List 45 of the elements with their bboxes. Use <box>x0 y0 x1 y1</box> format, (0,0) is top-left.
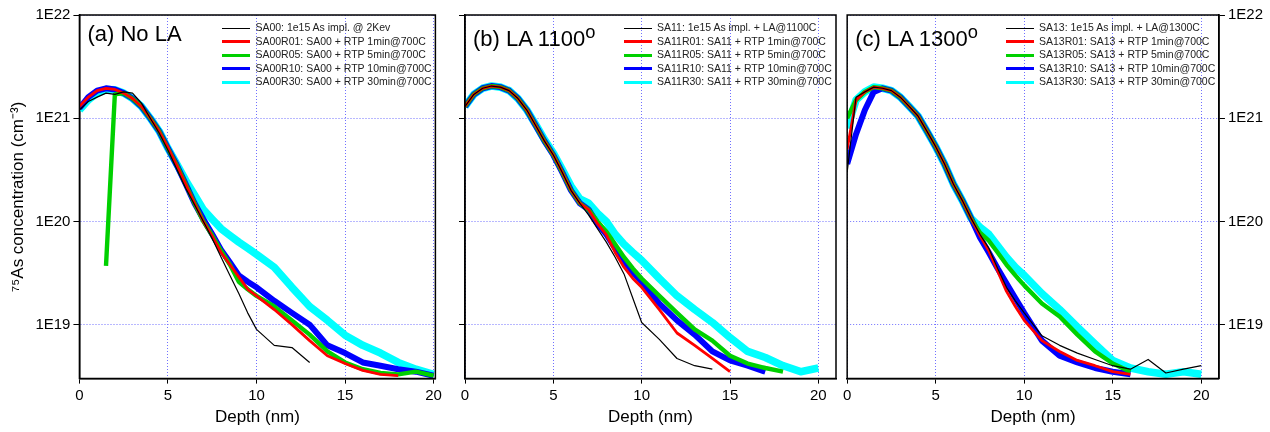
x-tick-label: 5 <box>549 385 558 403</box>
legend-label: SA11: 1e15 As impl. + LA@1100C <box>657 21 817 33</box>
legend-label: SA00R10: SA00 + RTP 10min@700C <box>255 61 432 74</box>
legend-label: SA00R30: SA00 + RTP 30min@700C <box>255 75 432 87</box>
legend-label: SA11R05: SA11 + RTP 5min@700C <box>657 48 826 60</box>
legend-label: SA11R30: SA11 + RTP 30min@700C <box>657 75 832 87</box>
x-tick-label: 10 <box>248 385 265 403</box>
y-axis-title: ⁷⁵As concentration (cm⁻³) <box>7 101 27 292</box>
y-tick-label: 1E20 <box>35 211 71 229</box>
x-tick-label: 5 <box>163 385 173 403</box>
y2-tick-label: 1E21 <box>1227 108 1264 126</box>
y2-tick-label: 1E19 <box>1227 314 1264 332</box>
x-tick-label: 15 <box>721 385 739 403</box>
y2-tick-label: 1E20 <box>1227 211 1264 229</box>
x-axis-title: Depth (nm) <box>990 407 1076 427</box>
legend-label: SA00R05: SA00 + RTP 5min@700C <box>255 48 426 60</box>
chart-title: (c) LA 1300$^{o}$ <box>855 21 978 53</box>
x-axis-title: Depth (nm) <box>214 407 300 427</box>
x-tick-label: 0 <box>843 385 852 403</box>
chart-title: (a) No LA <box>87 21 182 47</box>
x-tick-label: 0 <box>460 385 470 403</box>
legend-label: SA00: 1e15 As impl. @ 2Kev <box>255 21 391 33</box>
x-tick-label: 20 <box>425 385 442 403</box>
x-tick-label: 10 <box>633 385 651 403</box>
x-tick-label: 0 <box>75 385 84 403</box>
x-tick-label: 15 <box>1104 385 1122 403</box>
legend-label: SA13: 1e15 As impl. + LA@1300C <box>1038 21 1200 33</box>
chart-title: (b) LA 1100$^{o}$ <box>473 21 596 53</box>
y-tick-label: 1E22 <box>35 5 71 23</box>
x-tick-label: 5 <box>931 385 940 403</box>
y2-tick-label: 1E22 <box>1227 5 1264 23</box>
x-tick-label: 20 <box>1192 385 1210 403</box>
legend-label: SA11R01: SA11 + RTP 1min@700C <box>657 34 826 47</box>
x-axis-title: Depth (nm) <box>607 407 694 427</box>
legend-label: SA13R30: SA13 + RTP 30min@700C <box>1038 75 1216 87</box>
x-tick-label: 20 <box>809 385 827 403</box>
legend-label: SA13R10: SA13 + RTP 10min@700C <box>1038 61 1216 74</box>
legend-label: SA13R05: SA13 + RTP 5min@700C <box>1038 48 1210 60</box>
legend-label: SA00R01: SA00 + RTP 1min@700C <box>255 34 426 47</box>
y-tick-label: 1E21 <box>35 108 71 126</box>
legend-label: SA11R10: SA11 + RTP 10min@700C <box>657 61 832 74</box>
x-tick-label: 10 <box>1015 385 1033 403</box>
y-tick-label: 1E19 <box>35 314 71 332</box>
x-tick-label: 15 <box>336 385 354 403</box>
legend-label: SA13R01: SA13 + RTP 1min@700C <box>1038 34 1210 47</box>
